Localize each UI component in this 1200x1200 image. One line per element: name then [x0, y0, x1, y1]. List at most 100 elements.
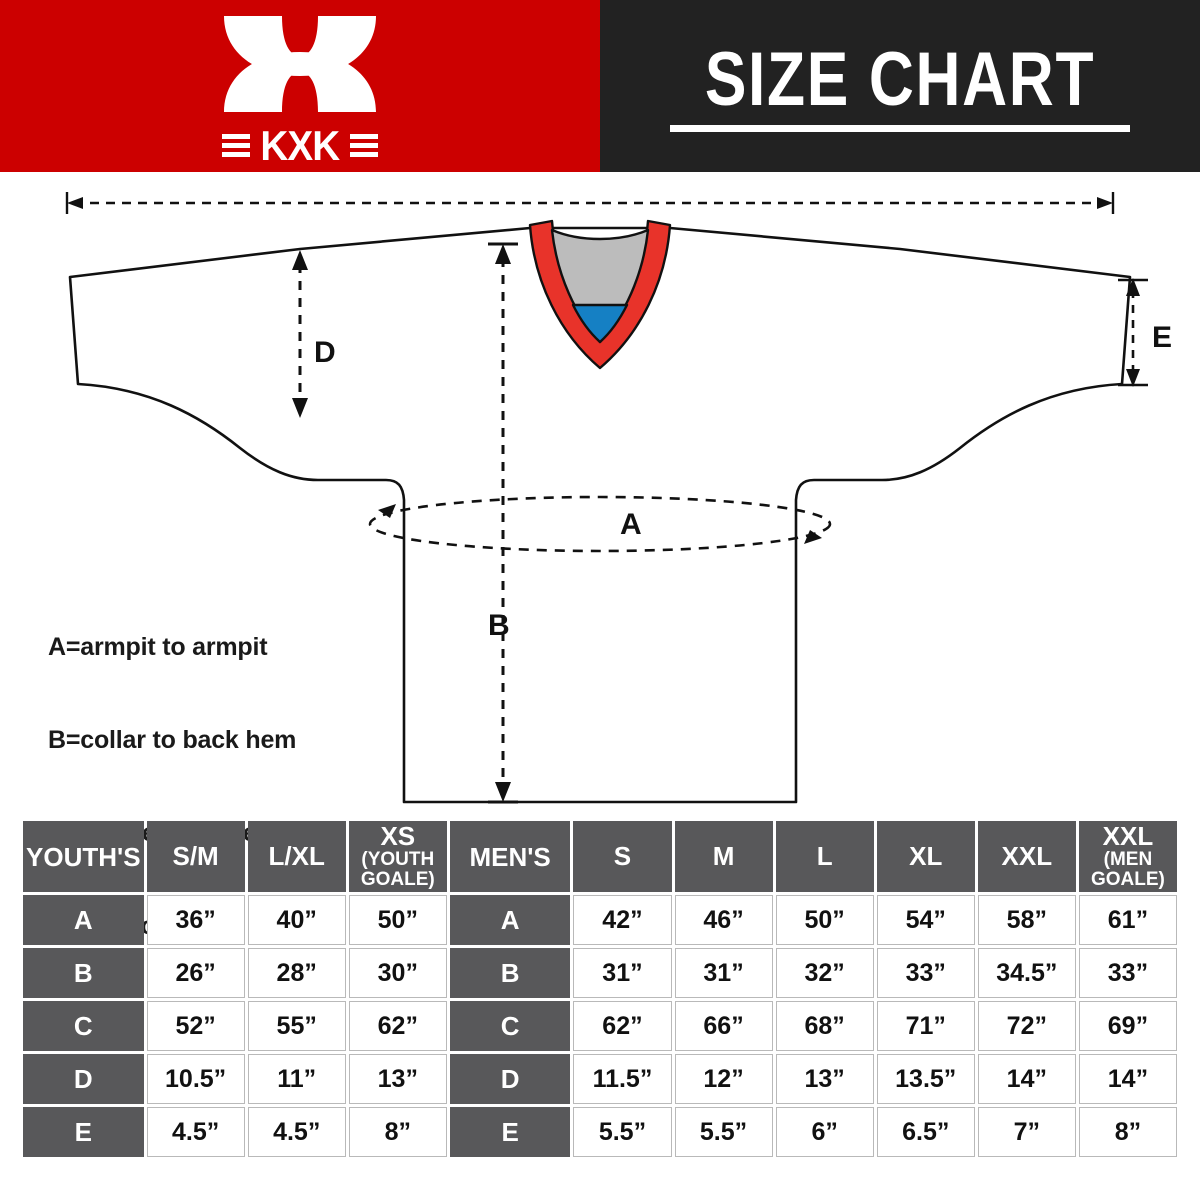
row-label-men-B: B [449, 948, 571, 998]
dimension-d-label: D [314, 336, 336, 369]
brand-panel: KXK [0, 0, 600, 172]
header-men-size-3: XL [876, 821, 975, 892]
cell-men-B-2: 32” [775, 948, 874, 998]
cell-men-C-5: 69” [1078, 1001, 1177, 1051]
cell-men-C-4: 72” [977, 1001, 1076, 1051]
legend-item-b: B=collar to back hem [48, 726, 297, 754]
jersey-collar [528, 219, 672, 370]
page-title: SIZE CHART [704, 36, 1096, 122]
cell-men-C-0: 62” [573, 1001, 672, 1051]
dimension-b-label: B [488, 609, 510, 642]
cell-men-A-2: 50” [775, 895, 874, 945]
cell-men-B-3: 33” [876, 948, 975, 998]
title-block: SIZE CHART [662, 36, 1138, 132]
dimension-d [292, 250, 308, 418]
header-youth-group: YOUTH'S [23, 821, 144, 892]
dimension-c [65, 192, 1115, 214]
dimension-b [488, 242, 518, 804]
table-header-row: YOUTH'S S/M L/XL XS (YOUTH GOALE) MEN'S S M L XL X… [23, 821, 1177, 892]
cell-men-C-1: 66” [674, 1001, 773, 1051]
cell-men-B-0: 31” [573, 948, 672, 998]
header-youth-size-2-main: XS [380, 821, 416, 851]
cell-youth-D-1: 11” [247, 1054, 346, 1104]
table-row: A 36” 40” 50” A 42” 46” 50” 54” 58” 61” [23, 895, 1177, 945]
cell-men-D-5: 14” [1078, 1054, 1177, 1104]
brand-name: KXK [260, 121, 341, 169]
table-row: B 26” 28” 30” B 31” 31” 32” 33” 34.5” 33” [23, 948, 1177, 998]
cell-youth-B-1: 28” [247, 948, 346, 998]
header-men-size-1-main: M [712, 841, 735, 871]
header-men-group: MEN'S [449, 821, 571, 892]
row-label-men-D: D [449, 1054, 571, 1104]
cell-youth-D-2: 13” [348, 1054, 447, 1104]
bars-right-icon [349, 134, 378, 157]
cell-youth-C-1: 55” [247, 1001, 346, 1051]
cell-men-E-2: 6” [775, 1107, 874, 1157]
header-youth-size-0: S/M [146, 821, 245, 892]
row-label-men-A: A [449, 895, 571, 945]
cell-men-E-0: 5.5” [573, 1107, 672, 1157]
dimension-e [1118, 278, 1148, 387]
title-underline [670, 124, 1130, 132]
header-men-size-2-main: L [816, 841, 833, 871]
row-label-youth-C: C [23, 1001, 144, 1051]
row-label-youth-B: B [23, 948, 144, 998]
size-table-container: YOUTH'S S/M L/XL XS (YOUTH GOALE) MEN'S S M L XL X… [20, 818, 1180, 1160]
jersey-diagram: D E B [0, 172, 1200, 1033]
row-label-youth-A: A [23, 895, 144, 945]
cell-youth-E-2: 8” [348, 1107, 447, 1157]
dimension-a-arrows [378, 504, 822, 544]
cell-men-B-4: 34.5” [977, 948, 1076, 998]
cell-youth-D-0: 10.5” [146, 1054, 245, 1104]
cell-men-D-0: 11.5” [573, 1054, 672, 1104]
cell-men-E-1: 5.5” [674, 1107, 773, 1157]
cell-youth-A-1: 40” [247, 895, 346, 945]
size-table: YOUTH'S S/M L/XL XS (YOUTH GOALE) MEN'S S M L XL X… [20, 818, 1180, 1160]
header-men-size-0: S [573, 821, 672, 892]
cell-men-E-4: 7” [977, 1107, 1076, 1157]
header-men-size-4: XXL [977, 821, 1076, 892]
cell-men-A-4: 58” [977, 895, 1076, 945]
kxk-hourglass-logo-icon [220, 10, 380, 123]
cell-men-C-3: 71” [876, 1001, 975, 1051]
cell-youth-B-2: 30” [348, 948, 447, 998]
cell-youth-C-2: 62” [348, 1001, 447, 1051]
header-men-size-4-main: XXL [1001, 841, 1053, 871]
row-label-men-C: C [449, 1001, 571, 1051]
header-men-size-5-main: XXL [1102, 821, 1154, 851]
table-row: C 52” 55” 62” C 62” 66” 68” 71” 72” 69” [23, 1001, 1177, 1051]
header-men-size-2: L [775, 821, 874, 892]
dimension-a-label: A [620, 508, 642, 541]
cell-men-D-2: 13” [775, 1054, 874, 1104]
row-label-men-E: E [449, 1107, 571, 1157]
cell-men-A-3: 54” [876, 895, 975, 945]
dimension-a [368, 495, 832, 553]
cell-youth-A-0: 36” [146, 895, 245, 945]
header-men-size-3-main: XL [909, 841, 943, 871]
page-header: KXK SIZE CHART [0, 0, 1200, 172]
cell-youth-A-2: 50” [348, 895, 447, 945]
header-youth-size-2: XS (YOUTH GOALE) [348, 821, 447, 892]
cell-men-D-4: 14” [977, 1054, 1076, 1104]
header-youth-size-0-main: S/M [172, 841, 219, 871]
row-label-youth-E: E [23, 1107, 144, 1157]
cell-men-D-3: 13.5” [876, 1054, 975, 1104]
cell-men-E-3: 6.5” [876, 1107, 975, 1157]
title-panel: SIZE CHART [600, 0, 1200, 172]
cell-men-C-2: 68” [775, 1001, 874, 1051]
cell-youth-E-0: 4.5” [146, 1107, 245, 1157]
legend-item-a: A=armpit to armpit [48, 633, 268, 661]
header-youth-size-1: L/XL [247, 821, 346, 892]
jersey-outline [68, 226, 1132, 804]
cell-men-E-5: 8” [1078, 1107, 1177, 1157]
size-table-body: YOUTH'S S/M L/XL XS (YOUTH GOALE) MEN'S S M L XL X… [23, 821, 1177, 1157]
cell-men-B-1: 31” [674, 948, 773, 998]
cell-men-A-1: 46” [674, 895, 773, 945]
cell-men-A-5: 61” [1078, 895, 1177, 945]
header-men-size-5: XXL (MEN GOALE) [1078, 821, 1177, 892]
header-men-size-5-sub: (MEN GOALE) [1090, 849, 1165, 890]
dimension-e-label: E [1152, 321, 1172, 354]
header-youth-size-2-sub: (YOUTH GOALE) [360, 849, 435, 890]
cell-youth-E-1: 4.5” [247, 1107, 346, 1157]
